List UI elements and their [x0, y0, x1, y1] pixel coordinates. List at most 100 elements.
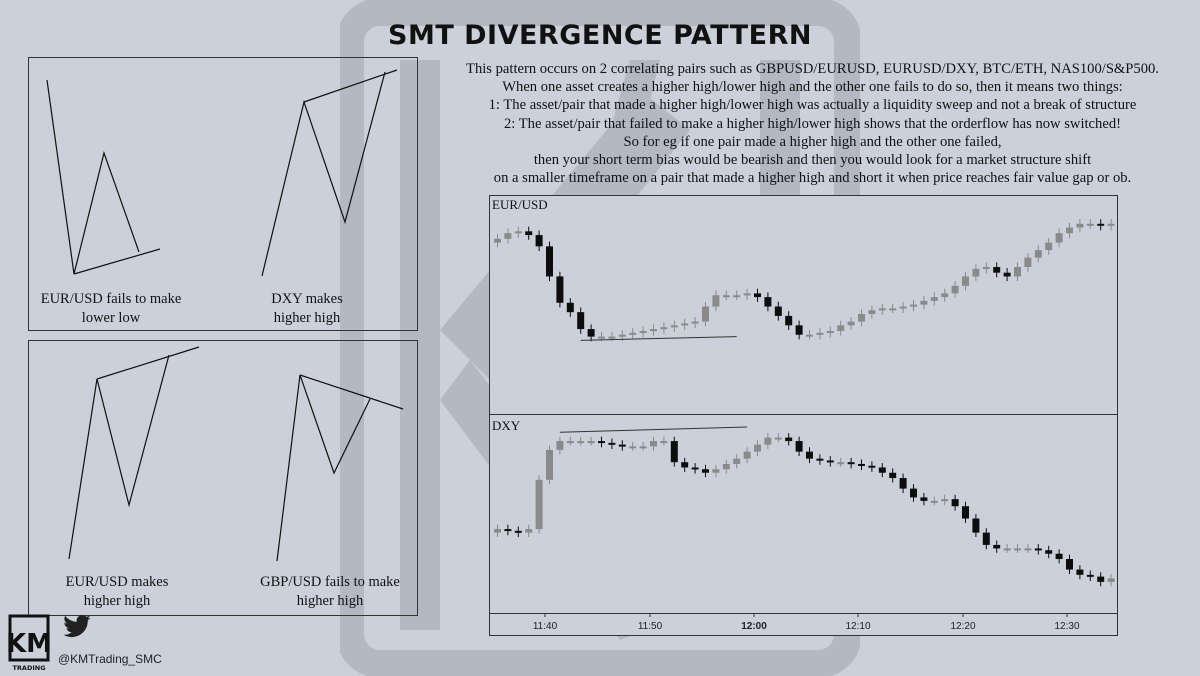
description-line: When one asset creates a higher high/low…: [502, 79, 1123, 96]
candle-body: [1045, 550, 1053, 554]
candle-body: [941, 499, 949, 502]
candle-body: [795, 325, 803, 335]
candle-body: [972, 518, 980, 533]
candle-body: [1076, 569, 1084, 575]
chart-background: [489, 195, 1118, 636]
candle-body: [1034, 548, 1042, 551]
candle-body: [660, 327, 668, 330]
candle-body: [1034, 250, 1042, 258]
candle-body: [1045, 242, 1053, 251]
candle-body: [785, 315, 793, 326]
candle-body: [1055, 233, 1063, 243]
candle-body: [847, 462, 855, 465]
pane-label-dxy: DXY: [492, 418, 521, 433]
candle-body: [598, 441, 605, 444]
candle-body: [712, 295, 720, 307]
candle-body: [910, 488, 917, 498]
twitter-bird-icon: [63, 614, 91, 638]
time-tick-label: 12:20: [950, 621, 975, 632]
candle-body: [785, 437, 793, 442]
candle-body: [889, 472, 897, 479]
candle-body: [754, 293, 761, 298]
candle-body: [858, 463, 865, 466]
candle-body: [733, 458, 741, 464]
candle-body: [670, 441, 678, 463]
dxy-higher-high-path: [261, 71, 386, 277]
candle-body: [629, 446, 637, 449]
candle-body: [764, 297, 772, 307]
gbpusd-lower-high-path: [276, 374, 371, 562]
candle-body: [556, 441, 564, 450]
candle-body: [660, 441, 668, 444]
candles-dxy: [494, 433, 1115, 587]
candle-body: [681, 323, 689, 326]
time-tick-label: 11:50: [638, 621, 663, 632]
candle-body: [795, 441, 803, 452]
candle-body: [504, 233, 512, 239]
candle-body: [494, 529, 501, 533]
candle-body: [920, 497, 928, 501]
candle-body: [691, 321, 699, 324]
caption-line: higher high: [296, 593, 364, 609]
candle-body: [733, 295, 741, 298]
candle-body: [1024, 257, 1032, 268]
candle-body: [774, 306, 782, 316]
candle-body: [920, 300, 928, 305]
candle-body: [525, 529, 533, 533]
candle-body: [868, 465, 876, 468]
candle-body: [1076, 223, 1084, 228]
candle-body: [982, 532, 990, 545]
caption-line: DXY makes: [271, 291, 343, 307]
candle-body: [941, 293, 949, 298]
candle-body: [608, 336, 616, 339]
candle-body: [504, 529, 512, 532]
time-tick-label: 12:30: [1054, 621, 1079, 632]
logo-text: KM: [8, 629, 52, 659]
candle-body: [899, 478, 907, 489]
candle-body: [982, 267, 990, 270]
caption-line: GBP/USD fails to make: [260, 574, 400, 590]
candle-body: [691, 467, 699, 470]
candles-eurusd: [494, 219, 1115, 342]
candle-body: [816, 332, 824, 335]
candle-body: [743, 451, 751, 459]
km-logo-icon: KM TRADING: [8, 614, 52, 672]
candle-body: [587, 329, 595, 337]
candle-body: [494, 238, 501, 243]
candle-body: [1014, 267, 1021, 277]
candle-body: [577, 312, 585, 330]
candle-body: [670, 325, 678, 328]
candle-body: [639, 446, 647, 449]
candle-body: [702, 469, 709, 473]
caption-bottom-right: GBP/USD fails to make higher high: [240, 573, 420, 611]
candle-body: [754, 444, 761, 452]
candle-body: [1014, 548, 1021, 551]
candle-body: [962, 276, 969, 286]
candle-body: [743, 293, 751, 296]
description-line: then your short term bias would be beari…: [533, 152, 1092, 169]
candle-body: [878, 467, 886, 473]
candle-body: [1066, 559, 1073, 570]
candle-body: [910, 304, 917, 307]
diagram-lines-top: [46, 69, 398, 277]
description-line: This pattern occurs on 2 correlating pai…: [466, 61, 1159, 77]
candle-body: [629, 332, 637, 335]
diagram-panel-bottom: EUR/USD makes higher high GBP/USD fails …: [28, 340, 418, 616]
candle-body: [598, 336, 605, 339]
candle-body: [972, 268, 980, 277]
time-tick-label: 11:40: [533, 621, 558, 632]
candle-body: [722, 463, 730, 470]
caption-line: higher high: [83, 593, 151, 609]
twitter-handle[interactable]: @KMTrading_SMC: [58, 652, 162, 666]
candle-body: [1024, 548, 1032, 551]
caption-line: lower low: [81, 310, 141, 326]
dxy-high-trendline: [559, 426, 748, 433]
candle-body: [826, 460, 834, 463]
candle-body: [1086, 223, 1094, 226]
eurusd-high-trendline: [96, 346, 200, 380]
candle-body: [525, 231, 533, 236]
candle-body: [681, 462, 689, 468]
description-line: So for eg if one pair made a higher high…: [623, 133, 1002, 150]
eurusd-lower-low-path: [46, 79, 140, 275]
candle-body: [951, 499, 959, 507]
